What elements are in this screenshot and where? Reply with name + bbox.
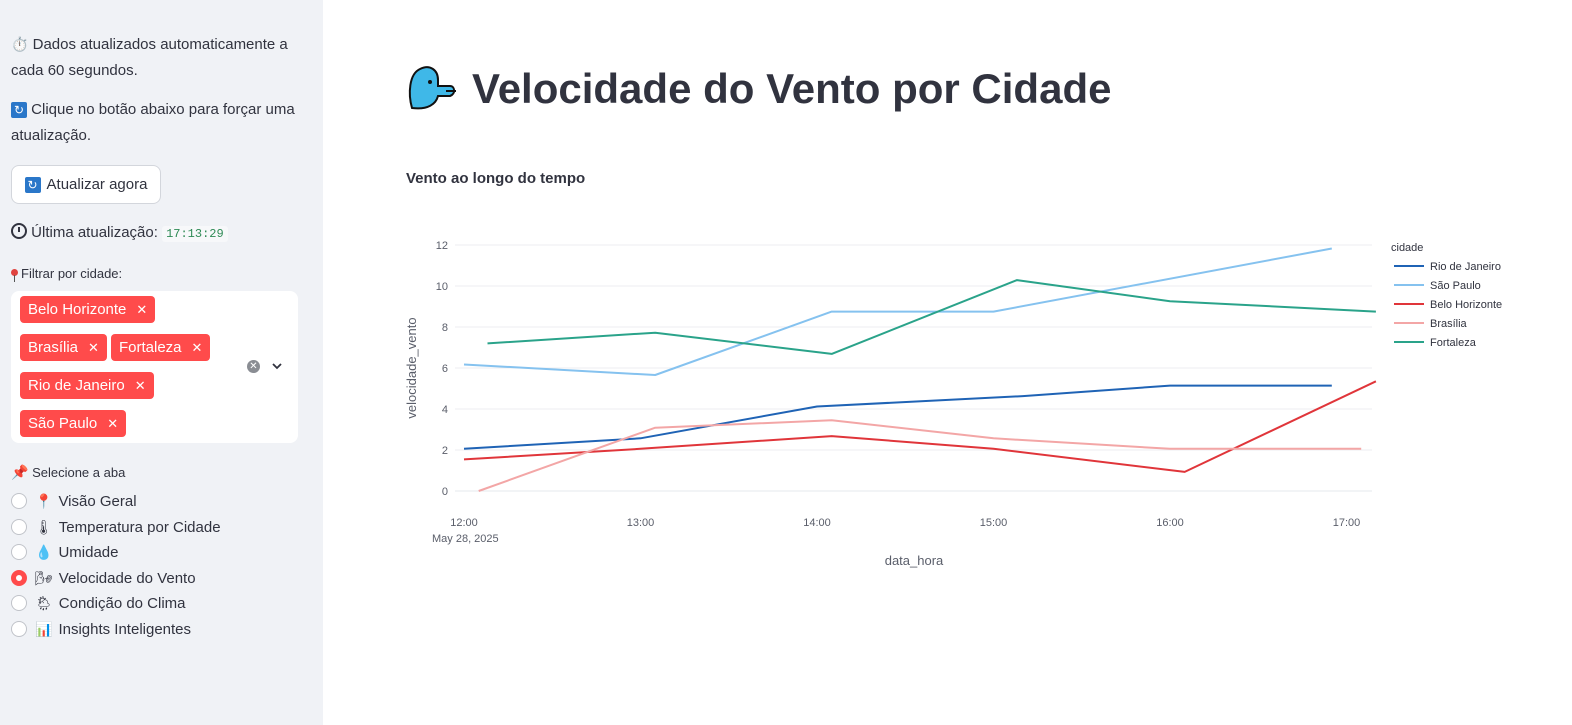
x-tick-label: 17:00 xyxy=(1333,517,1361,529)
auto-update-text: ⏱️ Dados atualizados automaticamente a c… xyxy=(11,36,288,79)
radio-button[interactable] xyxy=(11,621,27,637)
tab-umidade[interactable]: 💧 Umidade xyxy=(11,541,118,563)
legend-entry: Fortaleza xyxy=(1430,337,1477,349)
bar-chart-icon: 📊 xyxy=(35,620,53,637)
radio-button-selected[interactable] xyxy=(11,570,27,586)
pushpin-icon xyxy=(11,269,18,282)
series-line-s-o-paulo xyxy=(463,247,1332,376)
legend-entry: Brasília xyxy=(1430,318,1468,330)
wind-face-icon: 🌬 xyxy=(35,569,53,586)
clear-all-icon[interactable]: ✕ xyxy=(247,360,260,373)
x-date-label: May 28, 2025 xyxy=(432,533,499,545)
wind-face-icon xyxy=(408,66,456,110)
page-title: Velocidade do Vento por Cidade xyxy=(406,64,1111,114)
remove-tag-icon[interactable]: ✕ xyxy=(136,302,148,317)
y-tick-label: 6 xyxy=(442,363,448,375)
tab-insights[interactable]: 📊 Insights Inteligentes xyxy=(11,618,191,640)
radio-button[interactable] xyxy=(11,595,27,611)
series-line-fortaleza xyxy=(487,279,1376,355)
sun-behind-rain-icon: 🌦 xyxy=(35,594,53,611)
legend-entry: Belo Horizonte xyxy=(1430,299,1502,311)
x-tick-label: 16:00 xyxy=(1156,517,1184,529)
remove-tag-icon[interactable]: ✕ xyxy=(191,340,203,355)
x-axis-title: data_hora xyxy=(885,553,944,568)
legend-entry: Rio de Janeiro xyxy=(1430,261,1501,273)
last-update-time: 17:13:29 xyxy=(162,226,228,242)
tab-visao-geral[interactable]: 📍 Visão Geral xyxy=(11,490,137,512)
remove-tag-icon[interactable]: ✕ xyxy=(134,378,146,393)
radio-button[interactable] xyxy=(11,493,27,509)
tab-velocidade-vento[interactable]: 🌬 Velocidade do Vento xyxy=(11,567,196,589)
y-tick-label: 0 xyxy=(442,486,448,498)
series-line-bras-lia xyxy=(478,419,1362,492)
pushpin-icon: 📌 xyxy=(11,464,29,480)
radio-button[interactable] xyxy=(11,544,27,560)
y-tick-label: 12 xyxy=(436,240,448,252)
thermometer-icon: 🌡 xyxy=(35,518,53,535)
filter-label: Filtrar por cidade: xyxy=(11,261,122,287)
y-tick-label: 8 xyxy=(442,322,448,334)
round-pushpin-icon: 📍 xyxy=(35,492,53,509)
tag-brasilia: Brasília ✕ xyxy=(20,334,107,361)
x-tick-label: 14:00 xyxy=(803,517,831,529)
wind-speed-line-chart: 0 2 4 6 8 10 12 12:00 13:00 14:00 15:00 16:00 17:00 M… xyxy=(404,240,1502,568)
clock-icon xyxy=(11,223,27,239)
remove-tag-icon[interactable]: ✕ xyxy=(107,416,119,431)
x-tick-label: 15:00 xyxy=(980,517,1008,529)
tab-temperatura[interactable]: 🌡 Temperatura por Cidade xyxy=(11,516,221,538)
sidebar: ⏱️ Dados atualizados automaticamente a c… xyxy=(0,0,323,725)
refresh-icon: ↻ xyxy=(24,176,41,193)
series-line-rio-de-janeiro xyxy=(463,384,1332,450)
refresh-button[interactable]: ↻ Atualizar agora xyxy=(11,165,161,204)
y-tick-label: 4 xyxy=(442,404,448,416)
radio-button[interactable] xyxy=(11,519,27,535)
legend-entry: São Paulo xyxy=(1430,280,1481,292)
city-multiselect[interactable]: Belo Horizonte ✕ Brasília ✕ Fortaleza ✕ … xyxy=(11,291,298,443)
y-tick-label: 10 xyxy=(436,281,448,293)
x-tick-label: 13:00 xyxy=(627,517,655,529)
tag-fortaleza: Fortaleza ✕ xyxy=(111,334,211,361)
tab-select-label: 📌 Selecione a aba xyxy=(11,464,126,480)
tag-sao-paulo: São Paulo ✕ xyxy=(20,410,127,437)
droplet-icon: 💧 xyxy=(35,543,53,560)
series-line-belo-horizonte xyxy=(463,380,1377,473)
force-update-text: ↻ Clique no botão abaixo para forçar uma… xyxy=(11,101,295,144)
last-update: Última atualização: 17:13:29 xyxy=(11,220,228,247)
chevron-down-icon[interactable] xyxy=(271,360,283,372)
tag-rio-de-janeiro: Rio de Janeiro ✕ xyxy=(20,372,154,399)
remove-tag-icon[interactable]: ✕ xyxy=(88,340,99,355)
chart-title: Vento ao longo do tempo xyxy=(406,170,586,187)
x-tick-label: 12:00 xyxy=(450,517,478,529)
tab-condicao-clima[interactable]: 🌦 Condição do Clima xyxy=(11,592,186,614)
y-axis-title: velocidade_vento xyxy=(404,317,419,418)
tag-belo-horizonte: Belo Horizonte ✕ xyxy=(20,296,156,323)
stopwatch-icon: ⏱️ xyxy=(11,36,29,52)
legend-title: cidade xyxy=(1391,242,1423,254)
refresh-icon: ↻ xyxy=(11,102,27,118)
y-tick-label: 2 xyxy=(442,445,448,457)
